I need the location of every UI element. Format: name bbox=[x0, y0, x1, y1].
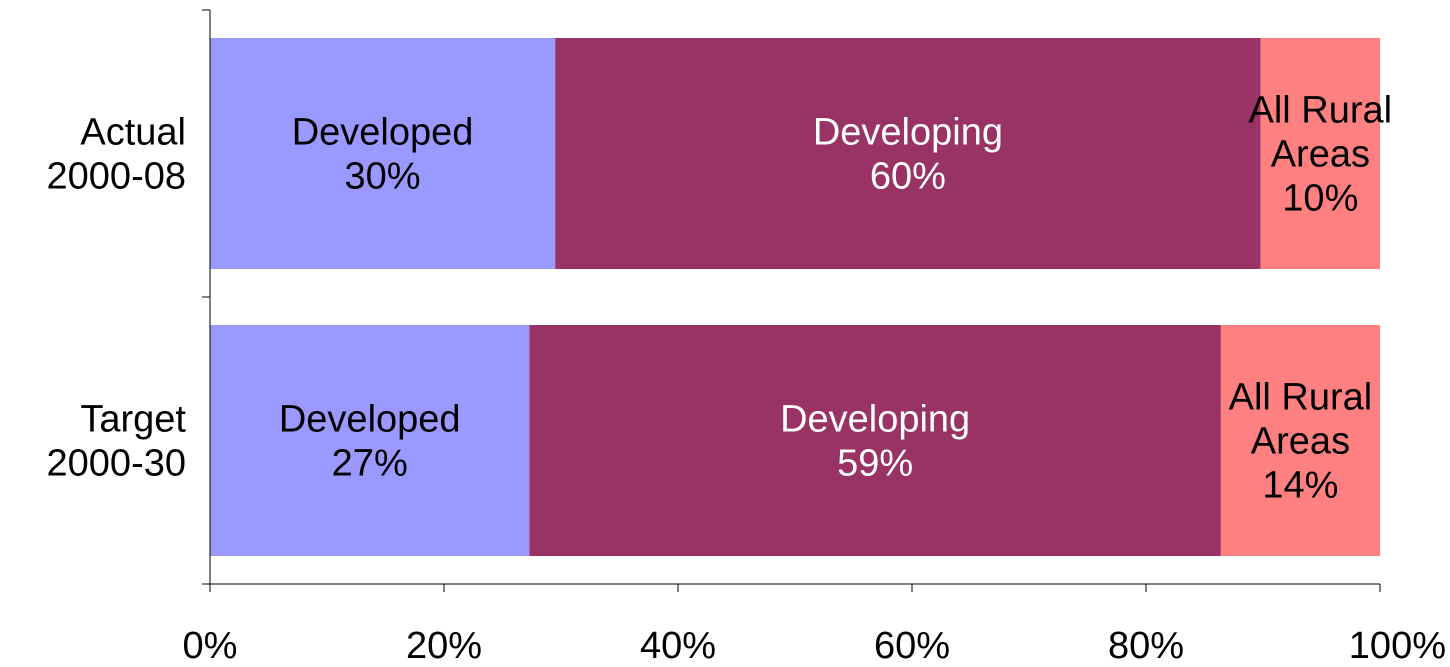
axes-layer bbox=[202, 9, 1381, 592]
labels-layer: Developed 30% Developing 60% All Rural Areas 1… bbox=[47, 90, 1446, 667]
bar-segment-0-2 bbox=[1260, 38, 1380, 269]
x-tick-label-2: 40% bbox=[640, 625, 716, 667]
segment-label-1-0: Developed 27% bbox=[279, 399, 461, 485]
segment-label-1-2: All Rural Areas 14% bbox=[1229, 377, 1373, 507]
bar-segment-0-0 bbox=[210, 38, 556, 269]
segment-label-1-1: Developing 59% bbox=[780, 399, 970, 485]
bars-layer bbox=[210, 38, 1380, 556]
segment-label-0-1: Developing 60% bbox=[813, 112, 1003, 198]
bar-segment-1-0 bbox=[210, 325, 530, 556]
x-tick-label-1: 20% bbox=[406, 625, 482, 667]
segment-label-0-0: Developed 30% bbox=[292, 112, 474, 198]
x-tick-label-0: 0% bbox=[183, 625, 238, 667]
bar-segment-1-2 bbox=[1220, 325, 1380, 556]
category-label-0: Actual 2000-08 bbox=[47, 112, 186, 198]
bar-segment-1-1 bbox=[529, 325, 1221, 556]
x-tick-label-3: 60% bbox=[874, 625, 950, 667]
category-label-1: Target 2000-30 bbox=[47, 399, 187, 485]
x-tick-label-4: 80% bbox=[1108, 625, 1184, 667]
segment-label-0-2: All Rural Areas 10% bbox=[1249, 90, 1393, 220]
bar-segment-0-1 bbox=[555, 38, 1261, 269]
x-tick-label-5: 100% bbox=[1349, 625, 1446, 667]
